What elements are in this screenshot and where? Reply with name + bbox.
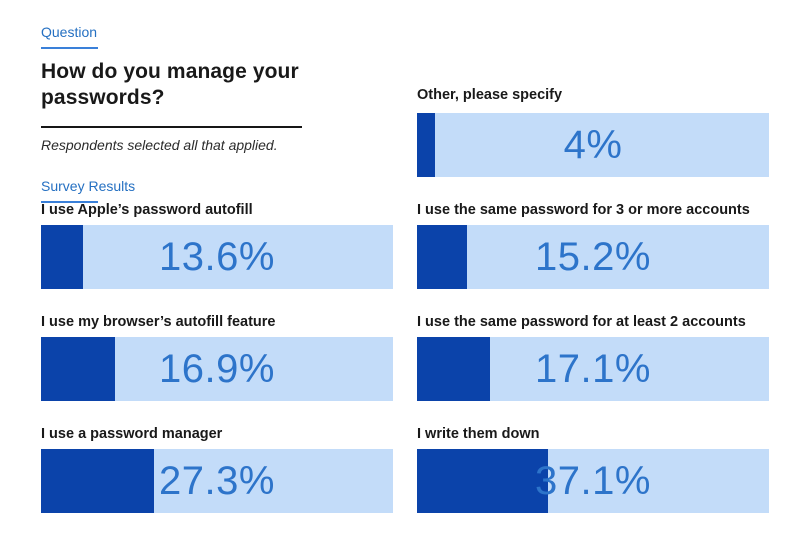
question-section-link[interactable]: Question	[41, 24, 98, 40]
survey-results-section-link[interactable]: Survey Results	[41, 178, 136, 194]
survey-results-link-underline	[41, 201, 98, 203]
bar-group-password-manager: I use a password manager 27.3%	[41, 426, 393, 513]
title-divider	[41, 126, 302, 128]
bar-fill	[41, 225, 84, 289]
bar-track: 37.1%	[417, 449, 769, 513]
bar-group-same-password-3plus: I use the same password for 3 or more ac…	[417, 202, 769, 289]
bar-value: 13.6%	[159, 234, 275, 279]
bar-label: I use my browser’s autofill feature	[41, 314, 276, 330]
bar-value: 27.3%	[159, 458, 275, 503]
bar-label: I use a password manager	[41, 426, 223, 442]
bar-track: 27.3%	[41, 449, 393, 513]
bar-group-apple-autofill: I use Apple’s password autofill 13.6%	[41, 202, 393, 289]
bar-fill	[417, 225, 467, 289]
header-block: Question How do you manage your password…	[41, 24, 341, 203]
bar-value: 16.9%	[159, 346, 275, 391]
page-title: How do you manage your passwords?	[41, 60, 299, 109]
bar-label: I use Apple’s password autofill	[41, 202, 253, 218]
bar-track: 16.9%	[41, 337, 393, 401]
bar-value: 15.2%	[535, 234, 651, 279]
bar-track: 17.1%	[417, 337, 769, 401]
bar-label: I use the same password for at least 2 a…	[417, 314, 746, 330]
bar-fill	[417, 337, 490, 401]
bar-label: I use the same password for 3 or more ac…	[417, 202, 750, 218]
bar-track: 13.6%	[41, 225, 393, 289]
bar-value: 37.1%	[535, 458, 651, 503]
bar-label: Other, please specify	[417, 87, 563, 103]
bar-track: 4%	[417, 113, 769, 177]
respondents-note: Respondents selected all that applied.	[41, 137, 278, 153]
bar-fill	[41, 337, 115, 401]
question-link-underline	[41, 47, 98, 49]
bar-track: 15.2%	[417, 225, 769, 289]
bar-label: I write them down	[417, 426, 540, 442]
bar-value: 17.1%	[535, 346, 651, 391]
bar-group-browser-autofill: I use my browser’s autofill feature 16.9…	[41, 314, 393, 401]
bar-group-other: Other, please specify 4%	[417, 87, 769, 177]
bar-fill	[417, 449, 548, 513]
bar-group-write-them-down: I write them down 37.1%	[417, 426, 769, 513]
bar-value: 4%	[563, 122, 623, 167]
bar-group-same-password-2plus: I use the same password for at least 2 a…	[417, 314, 769, 401]
bar-fill	[417, 113, 435, 177]
bar-fill	[41, 449, 154, 513]
